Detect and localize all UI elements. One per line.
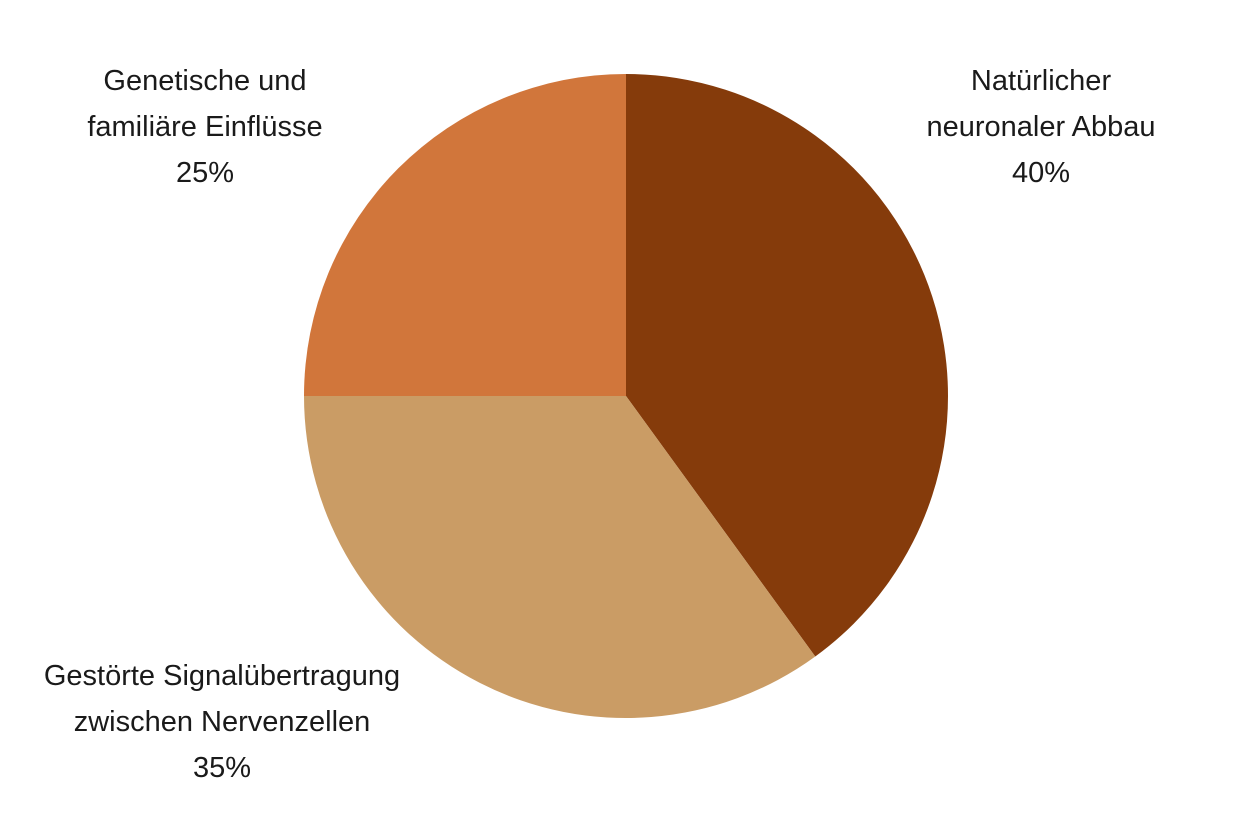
label-gestoerte-signaluebertragung-line2: zwischen Nervenzellen	[73, 706, 371, 738]
label-natuerlicher-abbau-line2: neuronaler Abbau	[926, 111, 1156, 143]
label-genetische-einfluesse-value: 25%	[175, 157, 235, 189]
label-natuerlicher-abbau: Natürlicher neuronaler Abbau 40%	[927, 58, 1156, 196]
label-gestoerte-signaluebertragung: Gestörte Signalübertragung zwischen Nerv…	[44, 653, 400, 791]
label-genetische-einfluesse-line1: Genetische und	[103, 65, 307, 97]
pie-slice-2	[304, 74, 626, 396]
label-gestoerte-signaluebertragung-line1: Gestörte Signalübertragung	[43, 660, 401, 692]
label-natuerlicher-abbau-line1: Natürlicher	[970, 65, 1112, 97]
pie-slices	[304, 74, 948, 718]
pie-slice-1	[304, 396, 816, 718]
pie-slice-0	[626, 74, 948, 657]
label-genetische-einfluesse-line2: familiäre Einflüsse	[87, 111, 323, 143]
label-natuerlicher-abbau-value: 40%	[1011, 157, 1071, 189]
label-genetische-einfluesse: Genetische und familiäre Einflüsse 25%	[87, 58, 322, 196]
label-gestoerte-signaluebertragung-value: 35%	[192, 752, 252, 784]
